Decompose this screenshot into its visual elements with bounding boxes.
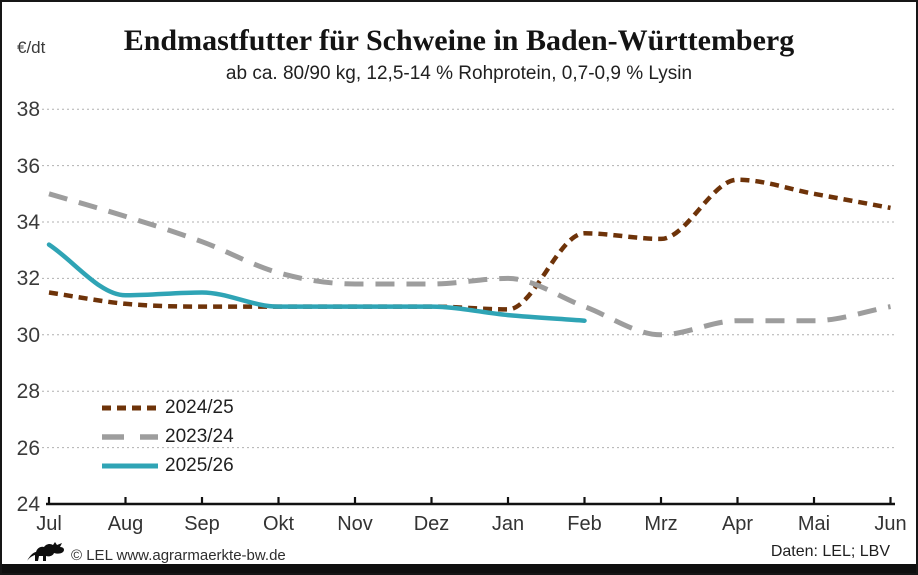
- y-tick-label-28: 28: [16, 380, 40, 404]
- legend-label: 2023/24: [165, 425, 234, 447]
- series-line-2023-24: [48, 191, 891, 338]
- legend-label: 2024/25: [165, 396, 234, 418]
- x-tick-label-Okt: Okt: [262, 513, 295, 535]
- legend: 2024/25 2023/24 2025/26: [101, 393, 234, 480]
- y-axis-unit-label: €/dt: [17, 38, 46, 57]
- y-tick-label-24: 24: [16, 493, 40, 516]
- legend-label: 2025/26: [165, 454, 234, 476]
- chart-title: Endmastfutter für Schweine in Baden-Würt…: [123, 24, 795, 57]
- x-tick-label-Aug: Aug: [107, 513, 144, 535]
- y-tick-label-30: 30: [16, 323, 40, 347]
- x-tick-label-Feb: Feb: [567, 513, 602, 535]
- legend-line-sample: [102, 433, 158, 440]
- y-tick-label-34: 34: [16, 211, 40, 234]
- y-tick-label-36: 36: [16, 154, 40, 178]
- x-tick-label-Nov: Nov: [337, 513, 373, 535]
- x-tick-label-Dez: Dez: [413, 513, 450, 535]
- data-source-text: Daten: LEL; LBV: [770, 543, 890, 560]
- copyright-text: © LEL www.agrarmaerkte-bw.de: [71, 547, 286, 564]
- legend-item-2025-26: 2025/26: [101, 451, 234, 480]
- series-line-2025-26: [46, 242, 587, 323]
- x-tick-label-Mai: Mai: [797, 513, 831, 535]
- series-line-2024-25: [48, 177, 891, 312]
- chart-subtitle: ab ca. 80/90 kg, 12,5-14 % Rohprotein, 0…: [225, 63, 693, 84]
- bottom-bar: [2, 564, 916, 573]
- bw-lion-icon: [27, 542, 64, 561]
- y-tick-label-38: 38: [16, 98, 40, 122]
- legend-line-sample: [102, 405, 158, 410]
- y-tick-label-26: 26: [16, 436, 40, 460]
- x-tick-label-Jun: Jun: [874, 513, 907, 535]
- legend-line-sample: [102, 463, 158, 468]
- x-tick-label-Apr: Apr: [721, 513, 754, 535]
- x-tick-label-Sep: Sep: [184, 513, 220, 535]
- y-tick-label-32: 32: [16, 267, 40, 291]
- legend-item-2023-24: 2023/24: [101, 422, 234, 451]
- legend-item-2024-25: 2024/25: [101, 393, 234, 422]
- x-tick-label-Jul: Jul: [36, 513, 62, 535]
- x-tick-label-Jan: Jan: [491, 513, 525, 535]
- x-tick-label-Mrz: Mrz: [644, 513, 678, 535]
